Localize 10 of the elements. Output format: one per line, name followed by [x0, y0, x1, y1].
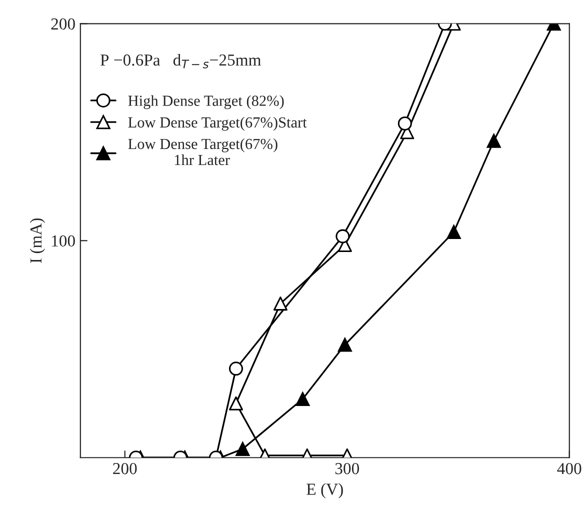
x-tick-label: 400 [557, 462, 582, 474]
legend-label: High Dense Target (82%) [128, 95, 284, 110]
annotation: P −0.6Pa d$_{T−s}$−25mm [100, 54, 262, 68]
x-axis-title: E (V) [306, 483, 343, 498]
y-axis-title: I (mA) [30, 218, 45, 263]
legend-label: Low Dense Target(67%)Start [128, 116, 307, 131]
legend-label: Low Dense Target(67%) 1hr Later [128, 138, 278, 166]
x-tick-label: 200 [113, 462, 137, 474]
y-tick-label: 100 [52, 235, 75, 247]
x-tick-label: 300 [335, 462, 359, 474]
